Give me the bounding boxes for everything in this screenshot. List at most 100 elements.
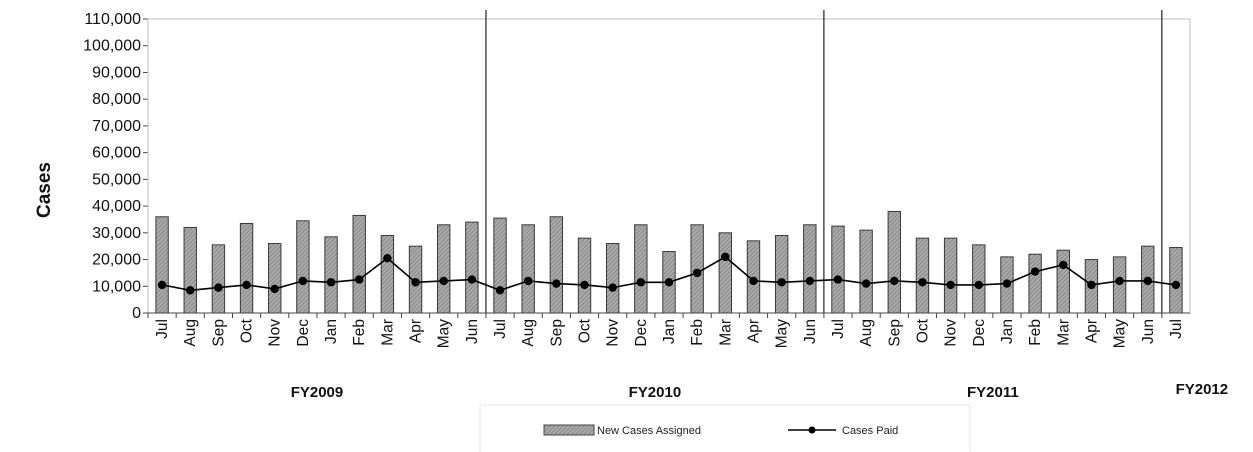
x-tick-label: Mar xyxy=(379,319,396,346)
bar-new-cases-assigned xyxy=(296,220,310,314)
y-tick-label: 70,000 xyxy=(92,118,141,135)
point-cases-paid xyxy=(692,268,702,278)
x-tick-label: May xyxy=(1112,319,1129,349)
x-tick-label: May xyxy=(436,319,453,349)
x-tick-label: Jul xyxy=(492,319,509,339)
y-tick-label: 60,000 xyxy=(92,145,141,162)
y-axis-ticks: 0 10,000 20,000 30,000 40,000 50,000 60,000 70,… xyxy=(83,11,149,322)
point-cases-paid xyxy=(552,279,561,288)
x-tick-label: Mar xyxy=(717,319,734,346)
bar-new-cases-assigned xyxy=(634,224,648,314)
y-tick-label: 100,000 xyxy=(83,38,141,55)
x-tick-label: Jul xyxy=(1168,319,1185,339)
bar-new-cases-assigned xyxy=(380,234,395,314)
legend: New Cases Assigned Cases Paid xyxy=(479,404,971,452)
x-tick-label: Nov xyxy=(943,319,960,347)
y-tick-label: 110,000 xyxy=(84,11,141,28)
x-tick-label: Aug xyxy=(182,319,199,347)
bar-new-cases-assigned xyxy=(1056,249,1070,314)
fiscal-year-label: FY2010 xyxy=(629,384,682,401)
bar-new-cases-assigned xyxy=(1028,253,1042,314)
point-cases-paid xyxy=(608,283,617,292)
bar-new-cases-assigned xyxy=(859,229,873,314)
x-tick-label: Jul xyxy=(830,319,847,339)
bar-new-cases-assigned xyxy=(549,216,564,314)
bar-new-cases-assigned xyxy=(324,236,338,314)
y-tick-label: 80,000 xyxy=(92,91,141,108)
bar-new-cases-assigned xyxy=(268,243,282,314)
x-tick-label: Jun xyxy=(464,319,481,344)
point-cases-paid xyxy=(1087,280,1096,290)
y-tick-label: 20,000 xyxy=(92,252,141,269)
bar-new-cases-assigned xyxy=(972,244,986,314)
point-cases-paid xyxy=(326,278,336,287)
x-tick-label: Feb xyxy=(689,319,706,346)
bar-new-cases-assigned xyxy=(803,224,817,314)
x-tick-label: Oct xyxy=(914,318,931,343)
y-tick-label: 0 xyxy=(132,305,141,322)
point-cases-paid xyxy=(523,276,533,286)
x-tick-label: Nov xyxy=(605,319,622,347)
point-cases-paid xyxy=(411,278,420,287)
point-cases-paid xyxy=(242,280,251,290)
point-cases-paid xyxy=(664,278,674,287)
x-tick-label: Jun xyxy=(802,319,819,344)
point-cases-paid xyxy=(214,283,223,292)
x-tick-label: Jan xyxy=(661,319,678,344)
bar-new-cases-assigned xyxy=(605,243,620,314)
x-tick-label: Apr xyxy=(408,319,425,343)
point-cases-paid xyxy=(1002,279,1012,288)
x-tick-label: Sep xyxy=(210,319,227,347)
x-tick-label: Jun xyxy=(1140,319,1157,344)
x-tick-label: Feb xyxy=(351,319,368,346)
bar-new-cases-assigned xyxy=(155,216,169,314)
point-cases-paid xyxy=(1030,267,1040,276)
bar-new-cases-assigned xyxy=(493,217,507,314)
bar-new-cases-assigned xyxy=(239,222,254,314)
point-cases-paid xyxy=(721,252,730,262)
bar-new-cases-assigned xyxy=(211,244,226,314)
bar-new-cases-assigned xyxy=(915,237,930,314)
point-cases-paid xyxy=(636,278,646,287)
point-cases-paid xyxy=(861,279,871,288)
plot-area xyxy=(147,10,1191,314)
x-tick-label: Apr xyxy=(745,319,762,343)
point-cases-paid xyxy=(157,280,167,290)
y-tick-label: 30,000 xyxy=(92,225,141,242)
point-cases-paid xyxy=(580,280,589,290)
point-cases-paid xyxy=(495,286,505,295)
bar-new-cases-assigned xyxy=(521,224,535,314)
x-tick-label: May xyxy=(774,319,791,349)
point-cases-paid xyxy=(467,275,477,284)
x-tick-label: Sep xyxy=(886,319,903,347)
y-tick-label: 50,000 xyxy=(92,171,141,188)
bar-new-cases-assigned xyxy=(465,221,479,314)
point-cases-paid xyxy=(298,276,308,286)
point-cases-paid xyxy=(805,276,815,286)
point-cases-paid xyxy=(439,276,448,286)
bar-new-cases-assigned xyxy=(577,237,592,314)
legend-swatch-cases-paid-marker xyxy=(808,426,816,434)
x-tick-label: Feb xyxy=(1027,319,1044,346)
legend-label-new-cases-assigned: New Cases Assigned xyxy=(597,425,701,437)
bar-new-cases-assigned xyxy=(183,226,197,314)
point-cases-paid xyxy=(777,278,786,287)
legend-swatch-new-cases-assigned xyxy=(543,424,595,436)
x-tick-label: Jan xyxy=(323,319,340,344)
bar-new-cases-assigned xyxy=(831,225,845,314)
legend-label-cases-paid: Cases Paid xyxy=(842,425,898,437)
bar-new-cases-assigned xyxy=(943,237,958,314)
point-cases-paid xyxy=(833,275,843,284)
point-cases-paid xyxy=(946,280,955,290)
point-cases-paid xyxy=(383,254,392,263)
fiscal-year-labels: FY2009 FY2010 FY2011 FY2012 xyxy=(291,381,1228,401)
y-tick-label: 40,000 xyxy=(92,198,141,215)
y-axis-label: Cases xyxy=(34,162,55,218)
x-tick-label: Apr xyxy=(1083,319,1100,343)
fiscal-year-label: FY2012 xyxy=(1176,381,1229,398)
fiscal-year-label: FY2009 xyxy=(291,384,344,401)
x-tick-label: Nov xyxy=(267,319,284,347)
y-tick-label: 10,000 xyxy=(92,278,141,295)
bar-new-cases-assigned xyxy=(887,210,901,314)
bar-new-cases-assigned xyxy=(352,214,366,314)
